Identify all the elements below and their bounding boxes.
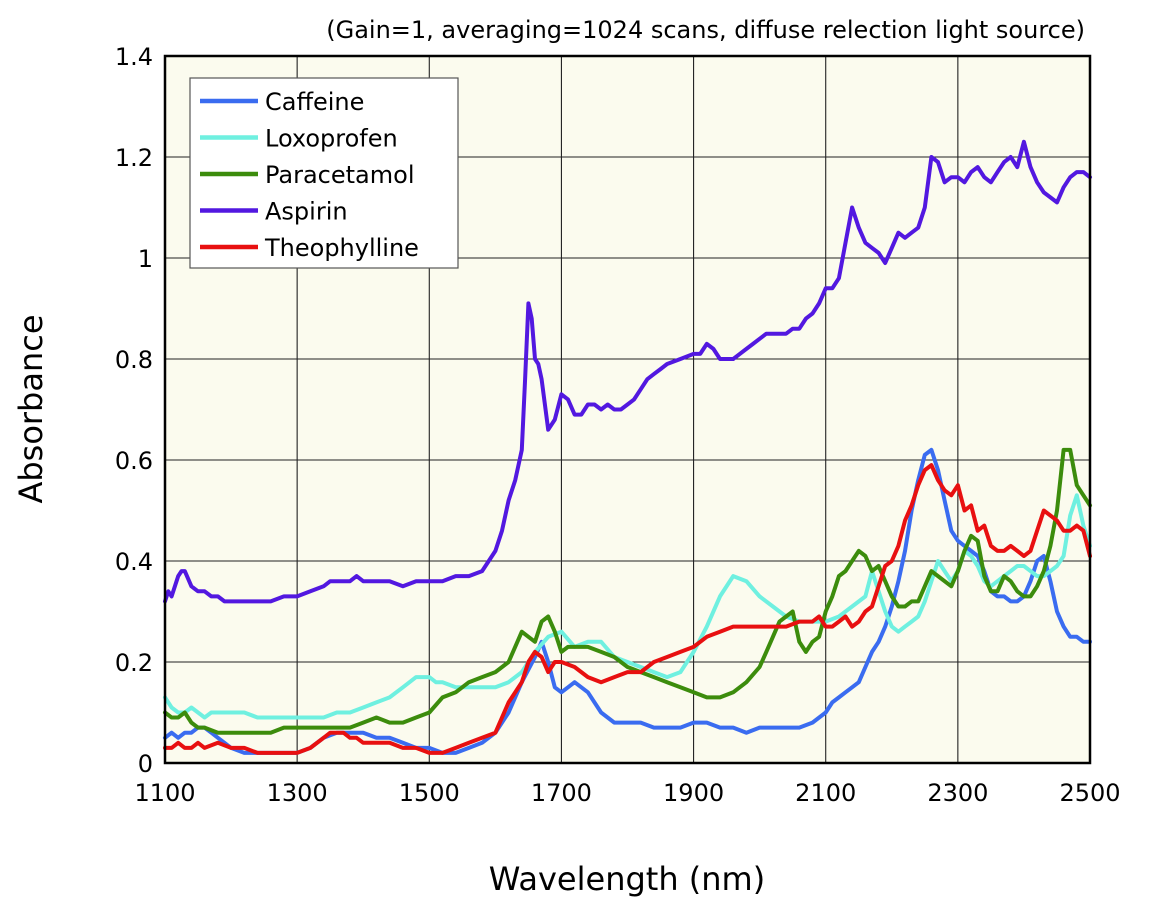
- y-tick-label: 0.8: [115, 346, 153, 374]
- legend-label-aspirin: Aspirin: [265, 198, 348, 226]
- legend-label-loxoprofen: Loxoprofen: [265, 125, 398, 153]
- series-line-theophylline: [163, 463, 1092, 755]
- legend: Caffeine Loxoprofen Paracetamol Aspirin Theo…: [189, 77, 459, 269]
- x-tick-label: 2100: [795, 779, 856, 807]
- x-tick-label: 1500: [399, 779, 460, 807]
- x-tick-label: 2500: [1059, 779, 1120, 807]
- y-tick-label: 1.4: [115, 43, 153, 71]
- y-tick-label: 0.6: [115, 447, 153, 475]
- series-line-aspirin: [163, 139, 1092, 604]
- series-group: [163, 139, 1092, 755]
- y-tick-label: 1: [138, 245, 153, 273]
- plot-frame: [163, 54, 1092, 765]
- y-axis-ticks: 0 0.2 0.4 0.6 0.8 1 1.2 1.4: [115, 43, 153, 778]
- legend-label-caffeine: Caffeine: [265, 88, 364, 116]
- x-tick-label: 2300: [927, 779, 988, 807]
- y-tick-label: 0.4: [115, 548, 153, 576]
- series-line-paracetamol: [163, 447, 1092, 735]
- x-axis-ticks: 1100 1300 1500 1700 1900 2100 2300 2500: [134, 779, 1120, 807]
- chart-subtitle: (Gain=1, averaging=1024 scans, diffuse r…: [326, 16, 1085, 44]
- x-tick-label: 1900: [663, 779, 724, 807]
- legend-label-theophylline: Theophylline: [264, 234, 419, 262]
- x-tick-label: 1100: [134, 779, 195, 807]
- y-tick-label: 1.2: [115, 144, 153, 172]
- y-tick-label: 0: [138, 750, 153, 778]
- grid: [165, 56, 1090, 763]
- x-tick-label: 1700: [531, 779, 592, 807]
- x-axis-title: Wavelength (nm): [489, 860, 765, 898]
- x-tick-label: 1300: [267, 779, 328, 807]
- y-tick-label: 0.2: [115, 649, 153, 677]
- legend-label-paracetamol: Paracetamol: [265, 161, 414, 189]
- y-axis-title: Absorbance: [12, 314, 50, 503]
